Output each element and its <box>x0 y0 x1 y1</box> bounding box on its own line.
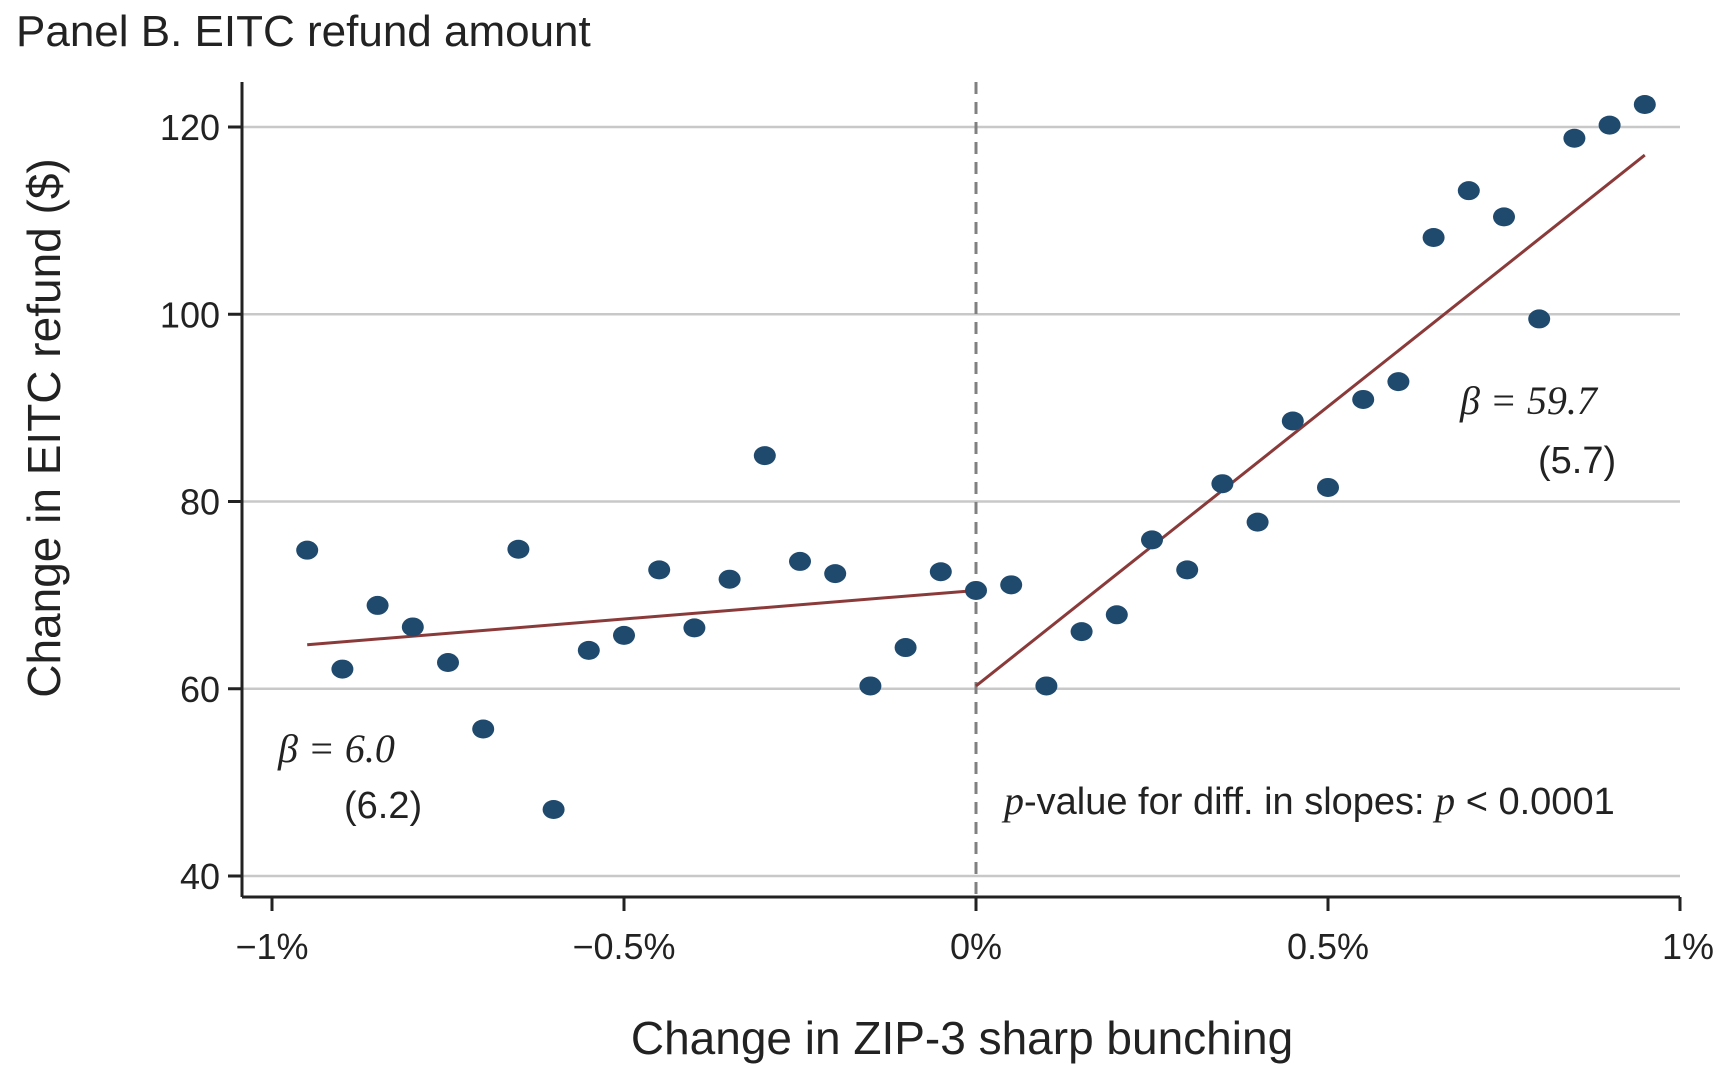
left-beta-annotation: β = 6.0 <box>277 726 395 771</box>
data-point <box>296 540 319 560</box>
y-tick-label: 60 <box>180 669 220 710</box>
data-point <box>1422 227 1445 247</box>
data-point <box>683 618 706 638</box>
data-points <box>296 95 1656 820</box>
x-tick-label: −0.5% <box>572 926 675 967</box>
gridlines <box>242 125 1680 878</box>
data-point <box>1598 115 1621 135</box>
y-axis-title: Change in EITC refund ($) <box>18 158 70 698</box>
data-point <box>507 539 530 559</box>
data-point <box>366 595 389 615</box>
pvalue-annotation: p-value for diff. in slopes: p < 0.0001 <box>1001 778 1615 823</box>
y-tick-label: 100 <box>160 294 220 335</box>
x-tick-label: −1% <box>235 926 308 967</box>
data-point <box>331 659 354 679</box>
data-point <box>859 676 882 696</box>
data-point <box>1211 474 1234 494</box>
y-tick-label: 80 <box>180 482 220 523</box>
data-point <box>437 653 459 673</box>
pvalue-rest: < 0.0001 <box>1455 781 1615 823</box>
data-point <box>1176 560 1199 580</box>
data-point <box>1105 605 1128 625</box>
data-point <box>824 564 847 584</box>
x-tick-label: 0% <box>950 926 1002 967</box>
data-point <box>718 569 741 589</box>
x-axis-title: Change in ZIP-3 sharp bunching <box>631 1012 1293 1064</box>
right-se-annotation: (5.7) <box>1538 440 1616 482</box>
right-beta-annotation: β = 59.7 <box>1459 378 1599 423</box>
data-point <box>1633 95 1656 115</box>
pvalue-p2: p <box>1432 778 1455 823</box>
data-point <box>1070 622 1093 642</box>
data-point <box>1246 512 1269 532</box>
data-point <box>894 638 917 658</box>
data-point <box>753 446 776 466</box>
data-point <box>789 551 811 571</box>
data-point <box>929 562 952 582</box>
data-point <box>613 625 635 645</box>
data-point <box>1000 575 1023 595</box>
data-point <box>472 719 495 739</box>
y-tick-label: 120 <box>160 107 220 148</box>
tick-labels: 40 60 80 100 120 −1% −0.5% 0% 0.5% 1% <box>160 107 1714 967</box>
y-tick-label: 40 <box>180 856 220 897</box>
left-se-annotation: (6.2) <box>344 785 422 827</box>
pvalue-text: -value for diff. in slopes: <box>1024 781 1435 823</box>
x-tick-label: 0.5% <box>1287 926 1369 967</box>
data-point <box>648 560 671 580</box>
pvalue-p1: p <box>1001 778 1024 823</box>
data-point <box>542 800 565 820</box>
data-point <box>1035 676 1058 696</box>
fit-line-left <box>307 588 977 647</box>
fit-lines <box>307 153 1646 688</box>
data-point <box>1317 477 1339 497</box>
data-point <box>965 580 987 600</box>
panel-title: Panel B. EITC refund amount <box>16 7 591 56</box>
axes <box>240 82 1680 899</box>
data-point <box>401 617 424 637</box>
data-point <box>577 640 600 660</box>
data-point <box>1528 309 1551 329</box>
data-point <box>1141 530 1163 550</box>
data-point <box>1352 389 1375 409</box>
data-point <box>1281 411 1304 431</box>
fit-line-right <box>975 153 1646 688</box>
data-point <box>1457 181 1480 201</box>
data-point <box>1387 372 1410 392</box>
x-tick-label: 1% <box>1662 926 1714 967</box>
data-point <box>1493 207 1515 227</box>
data-point <box>1563 128 1586 148</box>
